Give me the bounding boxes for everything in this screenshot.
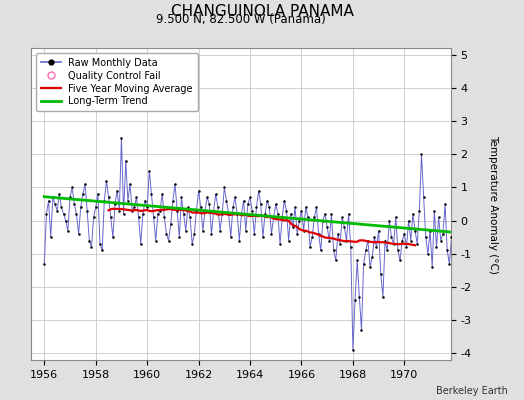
Text: Berkeley Earth: Berkeley Earth [436, 386, 508, 396]
Title: 9.500 N, 82.500 W (Panama): 9.500 N, 82.500 W (Panama) [156, 13, 326, 26]
Text: CHANGUINOLA PANAMA: CHANGUINOLA PANAMA [171, 4, 353, 19]
Y-axis label: Temperature Anomaly (°C): Temperature Anomaly (°C) [488, 134, 498, 274]
Legend: Raw Monthly Data, Quality Control Fail, Five Year Moving Average, Long-Term Tren: Raw Monthly Data, Quality Control Fail, … [36, 53, 198, 111]
